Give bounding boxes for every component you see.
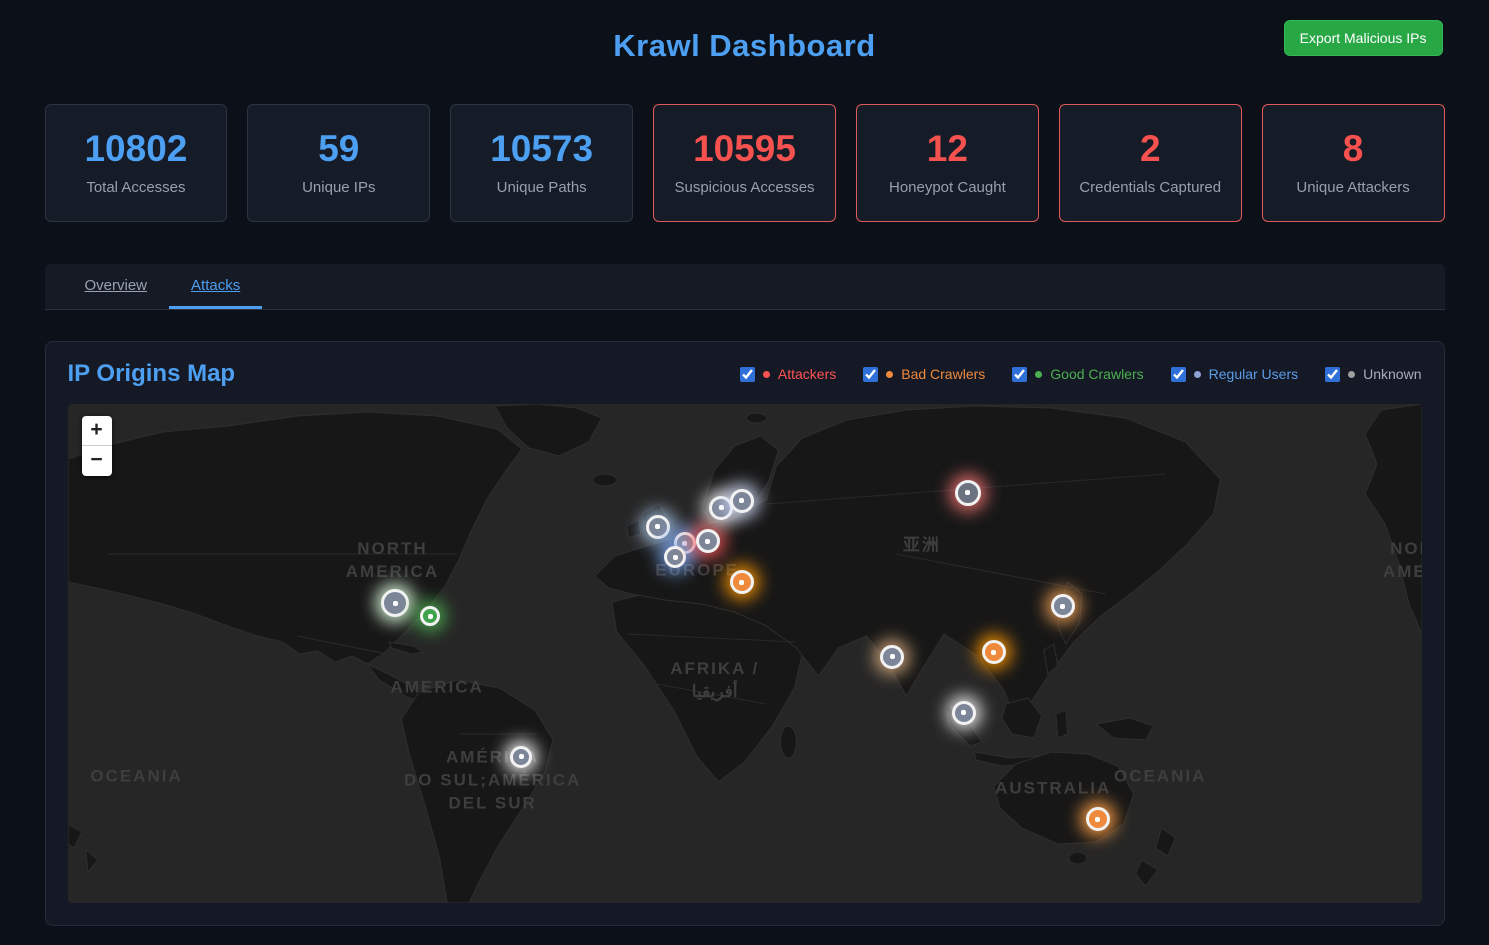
legend-item-good-crawlers: Good Crawlers — [1012, 366, 1144, 382]
legend-item-bad-crawlers: Bad Crawlers — [863, 366, 985, 382]
legend-item-regular-users: Regular Users — [1170, 366, 1299, 382]
map-panel-header: IP Origins Map Attackers Bad Crawlers Go… — [68, 360, 1422, 388]
legend-label: Attackers — [777, 366, 837, 382]
stat-value: 2 — [1139, 128, 1161, 169]
tab-attacks[interactable]: Attacks — [169, 264, 263, 309]
attackers-dot-icon — [762, 370, 770, 378]
zoom-in-button[interactable]: + — [81, 416, 112, 446]
attackers-checkbox[interactable] — [739, 366, 755, 382]
zoom-out-button[interactable]: − — [90, 448, 103, 471]
map-marker[interactable] — [981, 640, 1006, 664]
regular-users-checkbox[interactable] — [1170, 366, 1186, 382]
legend-label: Unknown — [1363, 366, 1422, 382]
map-legend: Attackers Bad Crawlers Good Crawlers Reg… — [739, 366, 1422, 382]
stat-label: Unique IPs — [302, 179, 376, 196]
map-marker[interactable] — [954, 479, 981, 506]
map-zoom-control: + − — [81, 416, 112, 476]
bad-crawlers-dot-icon — [886, 370, 894, 378]
stat-label: Honeypot Caught — [888, 179, 1006, 196]
legend-label: Bad Crawlers — [901, 366, 986, 382]
map-marker[interactable] — [664, 546, 687, 569]
good-crawlers-checkbox[interactable] — [1012, 366, 1028, 382]
tab-bar: Overview Attacks — [44, 264, 1445, 310]
legend-item-unknown: Unknown — [1325, 366, 1422, 382]
stat-label: Total Accesses — [86, 179, 186, 196]
stat-value: 10573 — [490, 128, 594, 169]
stat-card-unique-attackers: 8 Unique Attackers — [1261, 104, 1445, 222]
page-title: Krawl Dashboard — [613, 28, 876, 63]
map-marker[interactable] — [880, 644, 905, 669]
stats-row: 10802 Total Accesses 59 Unique IPs 10573… — [44, 104, 1445, 222]
stat-card-unique-paths: 10573 Unique Paths — [450, 104, 634, 222]
header: Krawl Dashboard Export Malicious IPs — [45, 20, 1445, 90]
legend-label: Good Crawlers — [1050, 366, 1144, 382]
stat-value: 8 — [1342, 128, 1364, 169]
stat-value: 12 — [926, 128, 968, 169]
ip-origins-map-panel: IP Origins Map Attackers Bad Crawlers Go… — [44, 341, 1445, 926]
world-map-landmass — [67, 404, 1422, 903]
map-marker[interactable] — [695, 529, 720, 554]
map-marker[interactable] — [1085, 807, 1110, 832]
stat-label: Unique Paths — [496, 179, 587, 196]
stat-label: Unique Attackers — [1296, 179, 1410, 196]
map-marker[interactable] — [729, 570, 754, 595]
dashboard-root: Krawl Dashboard Export Malicious IPs 108… — [44, 0, 1445, 926]
stat-value: 59 — [318, 128, 360, 169]
stat-value: 10595 — [693, 128, 796, 169]
stat-card-total-accesses: 10802 Total Accesses — [44, 104, 228, 222]
map-marker[interactable] — [381, 589, 410, 618]
map-marker[interactable] — [1050, 594, 1075, 619]
regular-users-dot-icon — [1193, 370, 1201, 378]
stat-label: Credentials Captured — [1079, 179, 1222, 196]
stat-value: 10802 — [84, 128, 188, 169]
map-panel-title: IP Origins Map — [67, 360, 236, 387]
good-crawlers-dot-icon — [1035, 370, 1043, 378]
stat-card-suspicious-accesses: 10595 Suspicious Accesses — [653, 104, 836, 222]
legend-item-attackers: Attackers — [739, 366, 837, 382]
stat-label: Suspicious Accesses — [674, 179, 815, 196]
stat-card-unique-ips: 59 Unique IPs — [247, 104, 431, 222]
world-map[interactable]: + − NORTH AMERICA AMERICA AMÉRICA DO SUL;A… — [67, 404, 1422, 903]
tab-overview[interactable]: Overview — [84, 276, 148, 294]
bad-crawlers-checkbox[interactable] — [863, 366, 879, 382]
export-malicious-ips-button[interactable]: Export Malicious IPs — [1283, 20, 1443, 56]
unknown-checkbox[interactable] — [1325, 366, 1341, 382]
map-marker[interactable] — [645, 514, 670, 539]
stat-card-credentials-captured: 2 Credentials Captured — [1058, 104, 1242, 222]
legend-label: Regular Users — [1208, 366, 1299, 382]
map-marker[interactable] — [510, 745, 533, 768]
map-marker[interactable] — [729, 488, 754, 513]
map-marker[interactable] — [420, 606, 441, 627]
map-marker[interactable] — [951, 700, 976, 725]
stat-card-honeypot-caught: 12 Honeypot Caught — [855, 104, 1039, 222]
unknown-dot-icon — [1348, 370, 1356, 378]
